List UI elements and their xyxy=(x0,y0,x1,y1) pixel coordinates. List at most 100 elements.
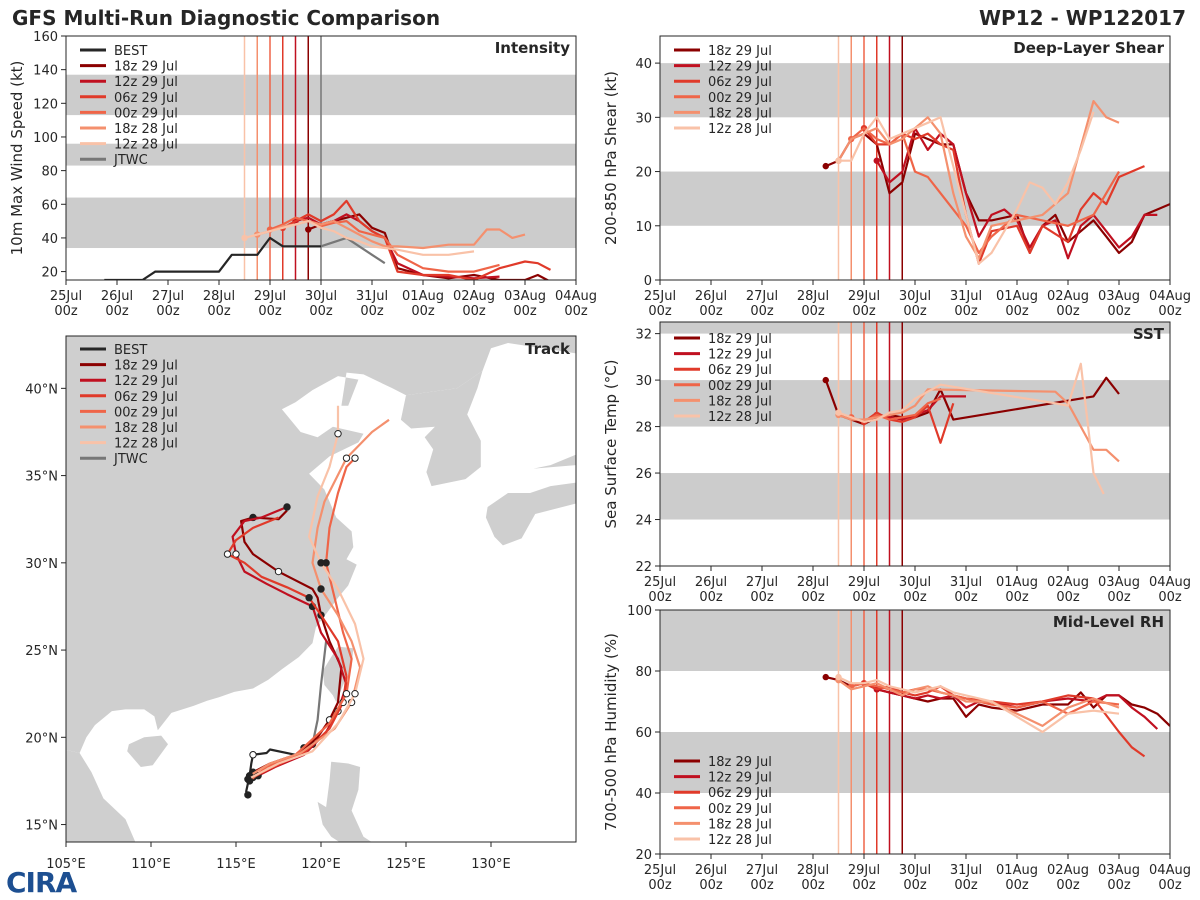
shear-series-12z28 xyxy=(838,111,1095,265)
shear-ytick-label-4: 40 xyxy=(635,57,652,72)
intensity-xtick-label-0: 25Jul xyxy=(50,289,82,304)
rh-band-1 xyxy=(660,610,1170,671)
sst-legend-label-5: 12z 28 Jul xyxy=(708,410,772,425)
track-xtick-label-1: 110°E xyxy=(131,857,171,872)
track-point-18z28-12 xyxy=(342,454,351,462)
intensity-xtick-label-3: 28Jul xyxy=(203,289,235,304)
sst-init-point-18z29 xyxy=(822,376,829,384)
shear-xtick-sub-4: 00z xyxy=(852,304,876,319)
sst-xtick-label-8: 02Aug xyxy=(1047,575,1089,590)
intensity-xtick-label-5: 30Jul xyxy=(305,289,337,304)
track-ytick-label-3: 30°N xyxy=(25,557,58,572)
sst-legend-label-3: 00z 29 Jul xyxy=(708,379,772,394)
sst-xtick-label-4: 29Jul xyxy=(848,575,880,590)
shear-legend-label-3: 00z 29 Jul xyxy=(708,91,772,106)
track-legend-label-1: 18z 29 Jul xyxy=(114,359,178,374)
rh-xtick-sub-5: 00z xyxy=(903,878,927,893)
intensity-legend-label-3: 06z 29 Jul xyxy=(114,91,178,106)
rh-xtick-sub-2: 00z xyxy=(750,878,774,893)
rh-xtick-label-10: 04Aug xyxy=(1149,863,1191,878)
sst-xtick-sub-8: 00z xyxy=(1056,590,1080,605)
sst-ytick-label-1: 24 xyxy=(635,514,652,529)
intensity-legend-label-4: 00z 29 Jul xyxy=(114,106,178,121)
track-point-12z28-12 xyxy=(334,430,342,438)
track-ytick-label-4: 35°N xyxy=(25,470,58,485)
rh-xtick-sub-3: 00z xyxy=(801,878,825,893)
intensity-series-group xyxy=(104,199,552,280)
track-point-00z29-4 xyxy=(342,689,351,698)
rh-legend-label-5: 12z 28 Jul xyxy=(708,833,772,848)
shear-series-18z29 xyxy=(825,132,1170,254)
rh-xtick-label-7: 01Aug xyxy=(996,863,1038,878)
rh-panel: 2040608010025Jul00z26Jul00z27Jul00z28Jul… xyxy=(602,604,1191,893)
track-point-06z29-8 xyxy=(305,594,313,602)
track-point-12z29-16 xyxy=(283,503,291,511)
intensity-xtick-label-10: 04Aug xyxy=(555,289,597,304)
shear-series-group xyxy=(822,99,1170,265)
mainland-landmass xyxy=(66,336,576,753)
intensity-xtick-sub-5: 00z xyxy=(309,304,333,319)
shear-init-point-12z28 xyxy=(835,157,842,164)
rh-xtick-sub-6: 00z xyxy=(954,878,978,893)
sst-ytick-label-0: 22 xyxy=(635,560,652,575)
shear-band-1 xyxy=(660,63,1170,118)
rh-panel-label: Mid-Level RH xyxy=(1053,613,1164,631)
sst-band-0 xyxy=(660,473,1170,520)
sst-legend-label-1: 12z 29 Jul xyxy=(708,348,772,363)
honshu-landmass xyxy=(533,454,576,469)
sst-legend-label-2: 06z 29 Jul xyxy=(708,363,772,378)
rh-xtick-label-6: 31Jul xyxy=(950,863,982,878)
sst-xtick-label-3: 28Jul xyxy=(797,575,829,590)
sst-legend-label-4: 18z 28 Jul xyxy=(708,394,772,409)
intensity-legend-label-0: BEST xyxy=(114,44,147,59)
sst-series-group xyxy=(822,362,1120,495)
track-xtick-label-4: 125°E xyxy=(386,857,426,872)
track-ytick-label-2: 25°N xyxy=(25,644,58,659)
sst-ytick-label-4: 30 xyxy=(635,374,652,389)
rh-ytick-label-0: 20 xyxy=(635,848,652,863)
shear-xtick-label-9: 03Aug xyxy=(1098,289,1140,304)
intensity-ylabel: 10m Max Wind Speed (kt) xyxy=(8,61,26,256)
intensity-ytick-label-3: 80 xyxy=(41,165,58,180)
rh-xtick-label-1: 26Jul xyxy=(695,863,727,878)
shear-ytick-label-3: 30 xyxy=(635,111,652,126)
shear-xtick-label-3: 28Jul xyxy=(797,289,829,304)
rh-ytick-label-2: 60 xyxy=(635,726,652,741)
intensity-xtick-sub-2: 00z xyxy=(156,304,180,319)
sst-ytick-label-2: 26 xyxy=(635,467,652,482)
track-xtick-label-0: 105°E xyxy=(46,857,86,872)
track-legend-label-5: 18z 28 Jul xyxy=(114,421,178,436)
rh-xtick-label-4: 29Jul xyxy=(848,863,880,878)
shear-panel: 01020304025Jul00z26Jul00z27Jul00z28Jul00… xyxy=(602,35,1191,319)
intensity-ytick-label-0: 20 xyxy=(41,266,58,281)
intensity-xtick-sub-6: 00z xyxy=(360,304,384,319)
rh-legend-label-3: 00z 29 Jul xyxy=(708,802,772,817)
shear-xtick-label-10: 04Aug xyxy=(1149,289,1191,304)
sst-ytick-label-5: 32 xyxy=(635,328,652,343)
rh-xtick-sub-1: 00z xyxy=(699,878,723,893)
sst-ytick-label-3: 28 xyxy=(635,421,652,436)
shear-xtick-label-1: 26Jul xyxy=(695,289,727,304)
track-line-12z28 xyxy=(247,405,365,781)
sst-xtick-sub-4: 00z xyxy=(852,590,876,605)
sst-panel-label: SST xyxy=(1133,325,1165,343)
intensity-xtick-label-1: 26Jul xyxy=(101,289,133,304)
track-ytick-label-5: 40°N xyxy=(25,382,58,397)
sst-xtick-label-7: 01Aug xyxy=(996,575,1038,590)
sst-band-2 xyxy=(660,322,1170,334)
rh-xtick-label-8: 02Aug xyxy=(1047,863,1089,878)
rh-init-point-12z28 xyxy=(835,673,842,681)
intensity-xtick-label-2: 27Jul xyxy=(152,289,184,304)
shear-xtick-sub-3: 00z xyxy=(801,304,825,319)
shear-xtick-sub-0: 00z xyxy=(648,304,672,319)
track-point-00z29-12 xyxy=(351,454,359,462)
sst-xtick-sub-1: 00z xyxy=(699,590,723,605)
track-panel: 105°E 110°E 115°E 120°E 125°E 130°E 15°N 20°N 25… xyxy=(25,335,577,872)
intensity-init-point-18z29 xyxy=(305,226,312,233)
shear-legend-label-5: 12z 28 Jul xyxy=(708,122,772,137)
track-point-18z28-8 xyxy=(317,585,325,593)
intensity-xtick-label-7: 01Aug xyxy=(402,289,444,304)
track-legend-label-4: 00z 29 Jul xyxy=(114,405,178,420)
sst-xtick-sub-10: 00z xyxy=(1158,590,1182,605)
sst-xtick-label-1: 26Jul xyxy=(695,575,727,590)
